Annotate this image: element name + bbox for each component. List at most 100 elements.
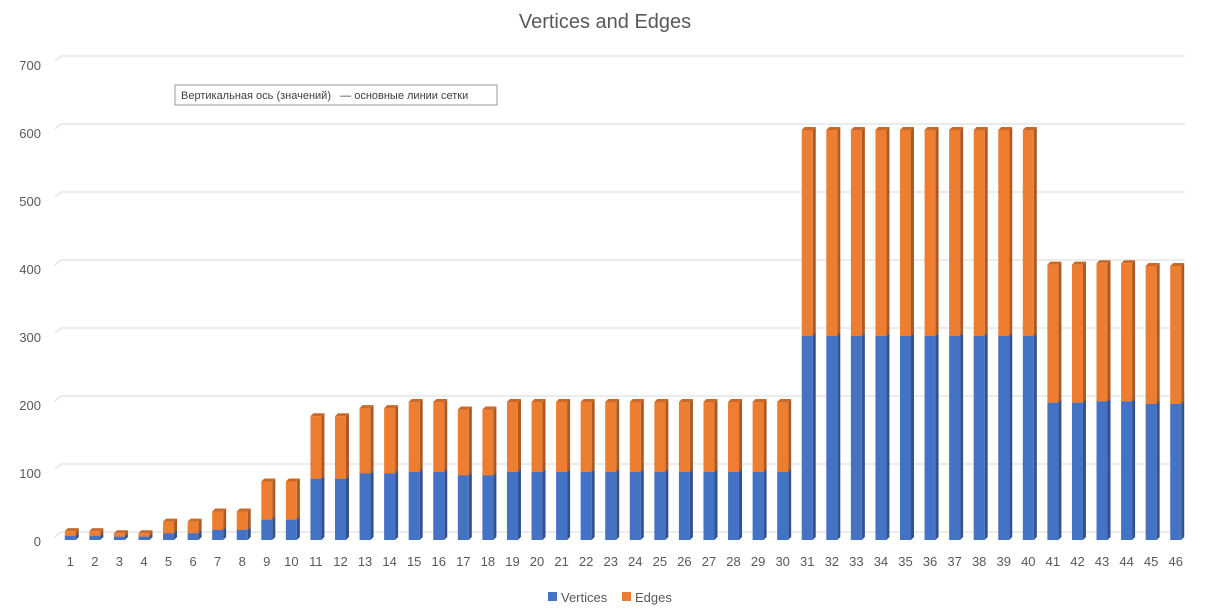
x-tick-label: 29: [751, 554, 765, 569]
bar-top: [1170, 262, 1185, 266]
bar-top: [1145, 262, 1160, 266]
bar-front: [1047, 264, 1059, 403]
bar-top: [924, 126, 939, 130]
bar-top: [752, 398, 767, 402]
bar-top: [285, 478, 300, 482]
bar-vertices-18: [482, 472, 497, 540]
bar-edges-41: [1047, 261, 1062, 403]
x-tick-label: 9: [263, 554, 270, 569]
bar-top: [850, 126, 865, 130]
bar-edges-7: [212, 508, 227, 530]
bar-side: [714, 398, 718, 472]
bar-edges-40: [1022, 126, 1037, 337]
bar-vertices-21: [556, 469, 571, 540]
tooltip-box: [174, 84, 498, 106]
bar-vertices-26: [678, 469, 693, 540]
bar-edges-3: [113, 530, 128, 537]
bar-edges-29: [752, 398, 767, 472]
gridline-depth: [54, 191, 62, 198]
x-tick-label: 22: [579, 554, 593, 569]
bar-top: [703, 398, 718, 402]
bar-side: [984, 333, 988, 540]
bar-edges-42: [1071, 261, 1086, 403]
bar-front: [556, 472, 568, 540]
bar-side: [1033, 126, 1037, 337]
bar-top: [678, 398, 693, 402]
bar-side: [960, 126, 964, 337]
bar-edges-35: [900, 126, 914, 337]
bar-side: [1156, 401, 1160, 540]
bar-vertices-23: [605, 469, 620, 540]
bar-side: [198, 518, 202, 534]
x-tick-label: 35: [898, 554, 912, 569]
bar-side: [346, 475, 349, 540]
bar-front: [506, 401, 518, 472]
bar-edges-16: [433, 398, 448, 472]
bar-top: [384, 405, 399, 409]
bar-front: [998, 336, 1010, 540]
x-tick-label: 15: [407, 554, 421, 569]
bar-side: [395, 470, 399, 540]
bar-vertices-16: [433, 469, 448, 540]
bar-edges-4: [138, 530, 153, 537]
bar-edges-14: [384, 405, 399, 474]
bar-front: [973, 336, 985, 540]
bar-vertices-37: [949, 333, 964, 540]
bar-top: [531, 398, 546, 402]
bar-edges-22: [580, 398, 595, 472]
bar-vertices-17: [457, 472, 472, 540]
bar-top: [359, 405, 374, 409]
bar-side: [419, 469, 423, 540]
bar-edges-6: [187, 518, 202, 534]
x-tick-label: 10: [284, 554, 298, 569]
bar-front: [335, 478, 346, 540]
bar-front: [531, 472, 543, 540]
bar-side: [321, 413, 325, 479]
bar-front: [482, 475, 494, 540]
bar-side: [837, 126, 841, 337]
bar-side: [1009, 333, 1013, 540]
bar-front: [654, 401, 666, 472]
x-tick-label: 26: [677, 554, 691, 569]
bar-side: [346, 413, 349, 479]
bar-front: [310, 416, 322, 479]
legend-label-edges: Edges: [635, 590, 672, 605]
bar-vertices-36: [924, 333, 939, 540]
bar-side: [1082, 399, 1086, 540]
bar-side: [763, 469, 767, 540]
bar-edges-30: [777, 398, 792, 472]
bar-side: [591, 469, 595, 540]
bar-edges-10: [285, 478, 300, 520]
bar-side: [468, 472, 472, 540]
bar-front: [1022, 336, 1034, 540]
x-tick-label: 33: [849, 554, 863, 569]
bar-side: [124, 530, 128, 537]
gridline-depth: [54, 123, 62, 130]
bar-top: [113, 530, 128, 534]
bar-front: [506, 472, 518, 540]
bar-front: [285, 519, 297, 540]
bar-vertices-35: [900, 333, 914, 540]
bar-top: [998, 126, 1013, 130]
bar-edges-33: [850, 126, 865, 337]
bar-top: [1047, 261, 1062, 265]
bar-front: [924, 129, 936, 336]
bar-side: [272, 478, 276, 520]
bar-edges-31: [801, 126, 816, 337]
bar-front: [629, 472, 641, 540]
bar-vertices-15: [408, 469, 423, 540]
bar-front: [1047, 402, 1059, 540]
bar-edges-18: [482, 406, 497, 476]
bar-side: [1132, 260, 1136, 402]
bar-front: [285, 481, 297, 520]
bar-vertices-29: [752, 469, 767, 540]
bar-top: [482, 406, 497, 410]
bar-side: [1082, 261, 1086, 403]
bar-front: [580, 401, 592, 472]
bar-front: [900, 336, 911, 540]
bar-front: [64, 531, 76, 536]
x-tick-label: 14: [382, 554, 396, 569]
x-tick-label: 17: [456, 554, 470, 569]
bar-vertices-27: [703, 469, 718, 540]
x-tick-label: 44: [1119, 554, 1133, 569]
